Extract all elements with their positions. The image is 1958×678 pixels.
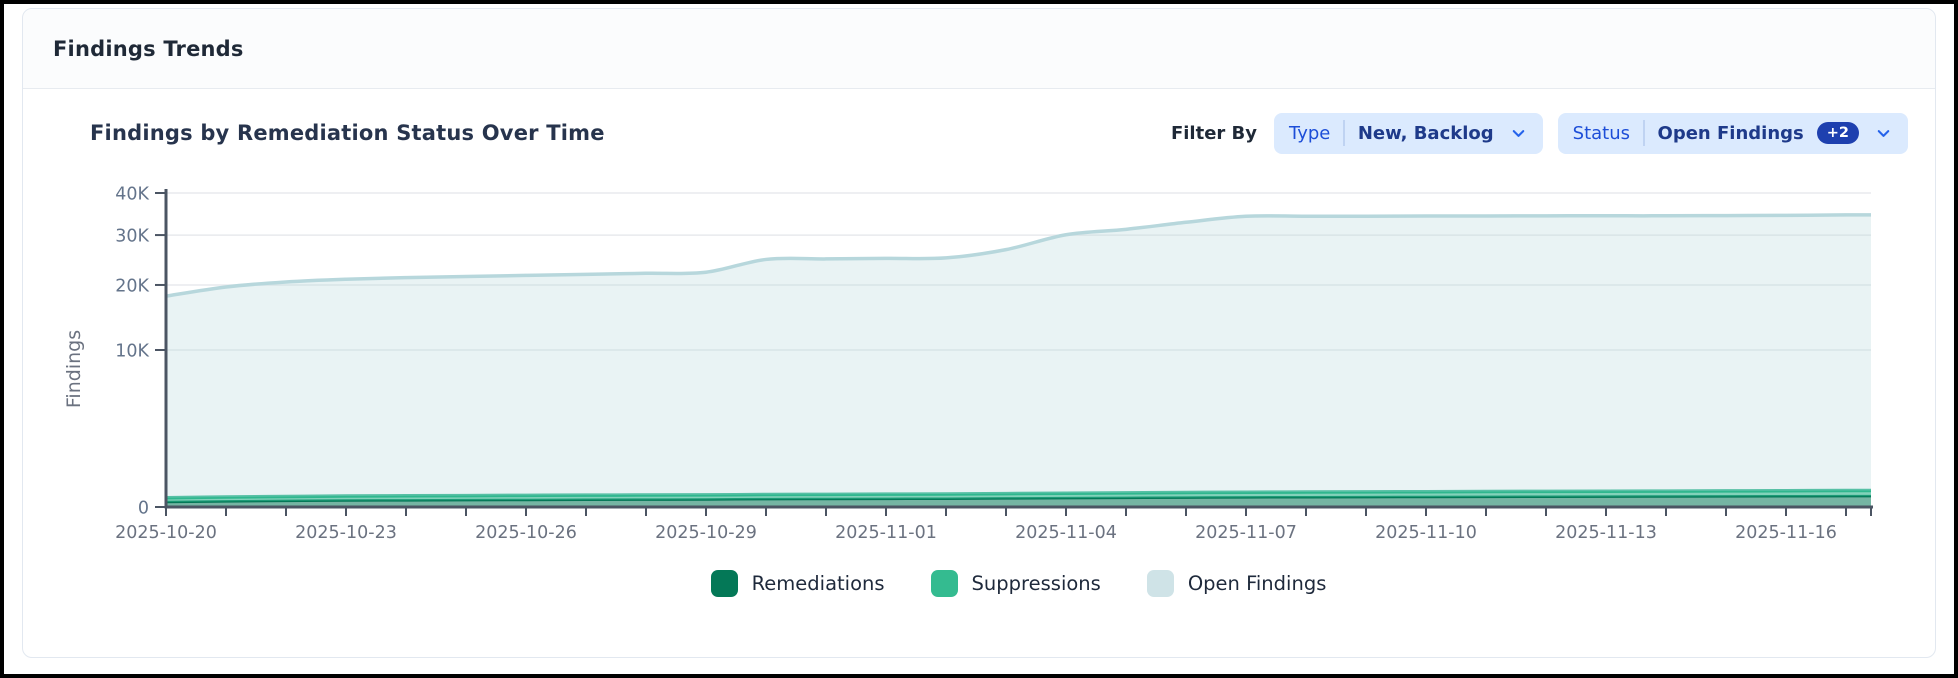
legend-item-suppressions[interactable]: Suppressions <box>930 570 1101 597</box>
legend-swatch-icon <box>710 570 738 597</box>
svg-text:2025-11-07: 2025-11-07 <box>1195 523 1297 543</box>
status-filter-label: Status <box>1572 122 1631 144</box>
chevron-down-icon[interactable] <box>1509 124 1528 143</box>
chevron-down-icon[interactable] <box>1874 124 1893 143</box>
card-title: Findings Trends <box>53 36 244 61</box>
svg-text:0: 0 <box>138 499 149 519</box>
chip-divider <box>1343 120 1345 146</box>
legend-label: Open Findings <box>1187 572 1327 595</box>
svg-text:2025-10-29: 2025-10-29 <box>655 523 757 543</box>
svg-text:10K: 10K <box>115 342 149 362</box>
findings-trend-area-chart: 0 10K 20K 30K 40K 2025-10-20 2025-10-23 2025-10… <box>115 185 1873 543</box>
chart-title-bar: Findings by Remediation Status Over Time… <box>90 110 1908 156</box>
filter-by-label: Filter By <box>1170 122 1258 144</box>
status-filter-value: Open Findings <box>1657 122 1804 144</box>
svg-text:2025-10-26: 2025-10-26 <box>475 523 577 543</box>
svg-text:30K: 30K <box>115 227 149 247</box>
svg-text:2025-10-20: 2025-10-20 <box>115 523 217 543</box>
svg-text:2025-11-10: 2025-11-10 <box>1375 523 1477 543</box>
svg-text:2025-10-23: 2025-10-23 <box>295 523 397 543</box>
type-filter-dropdown[interactable]: Type New, Backlog <box>1274 112 1543 154</box>
status-filter-more-badge: +2 <box>1816 122 1859 144</box>
svg-text:2025-11-16: 2025-11-16 <box>1735 523 1837 543</box>
svg-text:20K: 20K <box>115 276 149 296</box>
legend-swatch-icon <box>1146 570 1174 597</box>
legend-label: Suppressions <box>971 572 1101 595</box>
legend-label: Remediations <box>751 572 885 595</box>
legend-item-remediations[interactable]: Remediations <box>710 570 885 597</box>
filter-group: Filter By Type New, Backlog Status Open … <box>1170 112 1908 154</box>
svg-text:40K: 40K <box>115 185 149 205</box>
chart-legend: Remediations Suppressions Open Findings <box>166 570 1871 597</box>
type-filter-value: New, Backlog <box>1357 122 1494 144</box>
legend-swatch-icon <box>930 570 958 597</box>
chip-divider <box>1643 120 1645 146</box>
card-header: Findings Trends <box>23 9 1935 89</box>
svg-text:2025-11-04: 2025-11-04 <box>1015 523 1117 543</box>
status-filter-dropdown[interactable]: Status Open Findings +2 <box>1557 112 1908 154</box>
svg-text:2025-11-13: 2025-11-13 <box>1555 523 1657 543</box>
y-axis-label: Findings <box>63 329 85 409</box>
svg-text:2025-11-01: 2025-11-01 <box>835 523 937 543</box>
chart-title: Findings by Remediation Status Over Time <box>90 121 605 145</box>
type-filter-label: Type <box>1289 122 1331 144</box>
legend-item-open-findings[interactable]: Open Findings <box>1146 570 1327 597</box>
